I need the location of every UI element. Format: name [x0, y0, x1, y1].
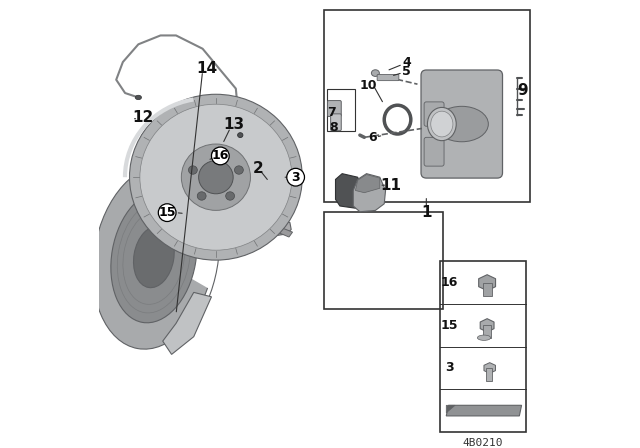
Circle shape	[287, 168, 305, 186]
Ellipse shape	[135, 95, 141, 99]
Text: 8: 8	[329, 121, 338, 134]
Text: 6: 6	[368, 131, 376, 144]
Polygon shape	[355, 175, 380, 193]
Polygon shape	[353, 174, 385, 212]
Text: 4: 4	[402, 56, 411, 69]
Polygon shape	[480, 319, 494, 332]
Text: 16: 16	[441, 276, 458, 289]
Ellipse shape	[134, 226, 174, 288]
FancyBboxPatch shape	[421, 70, 502, 178]
Polygon shape	[484, 362, 495, 373]
Ellipse shape	[234, 166, 243, 174]
Bar	[483, 325, 492, 338]
Text: 4B0210: 4B0210	[463, 438, 503, 448]
Ellipse shape	[237, 133, 243, 138]
Text: 5: 5	[402, 65, 411, 78]
Polygon shape	[335, 174, 364, 208]
FancyBboxPatch shape	[377, 74, 399, 81]
Polygon shape	[260, 197, 291, 236]
Text: 16: 16	[212, 150, 229, 163]
Bar	[326, 89, 355, 131]
FancyBboxPatch shape	[331, 114, 341, 131]
Ellipse shape	[140, 104, 292, 250]
Ellipse shape	[181, 144, 250, 211]
FancyBboxPatch shape	[424, 138, 444, 166]
FancyBboxPatch shape	[328, 100, 341, 116]
FancyBboxPatch shape	[424, 102, 444, 126]
Ellipse shape	[477, 335, 491, 340]
Bar	[440, 261, 526, 432]
Text: 15: 15	[440, 319, 458, 332]
Text: 13: 13	[223, 116, 244, 132]
Ellipse shape	[431, 111, 453, 137]
Text: 3: 3	[291, 171, 300, 184]
Ellipse shape	[188, 166, 197, 174]
Polygon shape	[163, 293, 211, 354]
Text: 1: 1	[421, 205, 431, 220]
Circle shape	[158, 204, 176, 221]
Bar	[486, 368, 492, 381]
Text: 7: 7	[326, 107, 335, 120]
Ellipse shape	[129, 163, 302, 184]
Bar	[324, 10, 529, 202]
Text: 15: 15	[159, 206, 176, 219]
Text: 9: 9	[518, 83, 528, 98]
Ellipse shape	[211, 150, 220, 158]
Ellipse shape	[197, 192, 206, 200]
Ellipse shape	[129, 94, 302, 260]
Ellipse shape	[435, 106, 488, 142]
Ellipse shape	[428, 108, 456, 141]
Polygon shape	[446, 405, 455, 413]
Bar	[324, 212, 443, 309]
Circle shape	[211, 147, 229, 165]
Polygon shape	[446, 405, 522, 416]
Text: 2: 2	[253, 161, 263, 176]
Text: 10: 10	[359, 78, 376, 91]
Text: 12: 12	[132, 110, 154, 125]
Ellipse shape	[111, 191, 197, 323]
Wedge shape	[154, 197, 218, 289]
Polygon shape	[262, 190, 289, 197]
Text: 14: 14	[196, 61, 218, 76]
Polygon shape	[479, 275, 495, 291]
Ellipse shape	[226, 192, 234, 200]
Ellipse shape	[371, 70, 380, 77]
Bar	[483, 283, 492, 296]
Ellipse shape	[93, 165, 215, 349]
Polygon shape	[262, 221, 292, 237]
Ellipse shape	[198, 161, 233, 194]
Text: 11: 11	[380, 178, 401, 193]
Text: 3: 3	[445, 362, 454, 375]
